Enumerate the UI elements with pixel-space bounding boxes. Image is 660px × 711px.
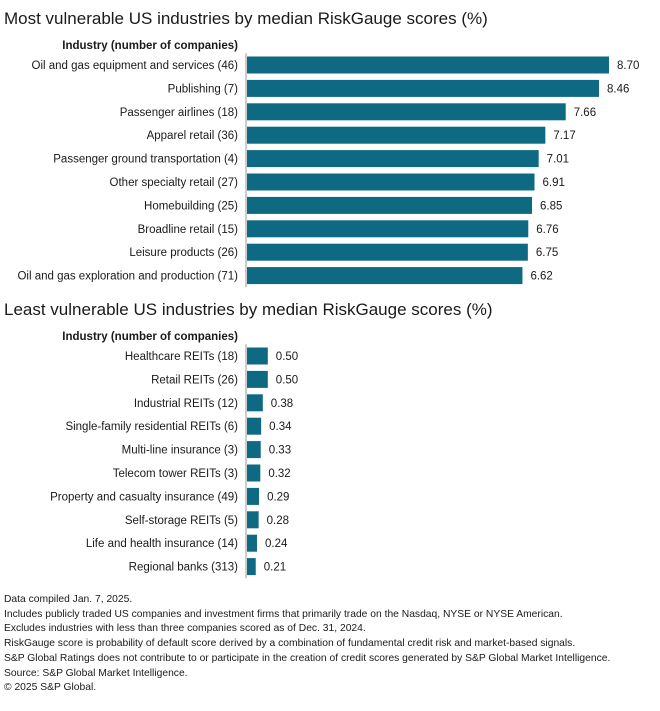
category-header: Industry (number of companies): [62, 40, 238, 52]
category-label: Publishing (7): [168, 83, 238, 95]
value-label: 0.38: [271, 398, 293, 410]
category-label: Oil and gas equipment and services (46): [32, 60, 239, 72]
footnote-line: Data compiled Jan. 7, 2025.: [4, 594, 133, 605]
value-label: 0.29: [267, 491, 289, 503]
bar: [247, 173, 535, 191]
category-label: Life and health insurance (14): [86, 538, 238, 550]
category-label: Multi-line insurance (3): [122, 445, 238, 457]
top-chart-title: Most vulnerable US industries by median …: [4, 9, 488, 28]
category-label: Healthcare REITs (18): [125, 351, 238, 363]
value-label: 0.24: [265, 538, 288, 550]
category-label: Other specialty retail (27): [110, 177, 239, 189]
value-label: 6.85: [540, 200, 562, 212]
value-label: 6.91: [543, 177, 565, 189]
footnote-line: © 2025 S&P Global.: [4, 682, 97, 694]
value-label: 7.17: [553, 130, 575, 142]
bar: [247, 196, 533, 214]
bar: [247, 347, 268, 365]
value-label: 0.28: [267, 515, 289, 527]
category-label: Apparel retail (36): [147, 130, 239, 142]
category-label: Leisure products (26): [129, 247, 238, 259]
bar: [247, 126, 546, 144]
bar: [247, 243, 528, 261]
value-label: 0.34: [269, 421, 292, 433]
value-label: 0.50: [276, 374, 298, 386]
bar: [247, 370, 268, 388]
category-label: Telecom tower REITs (3): [113, 468, 238, 480]
bar: [247, 220, 529, 238]
bar: [247, 79, 600, 97]
bar: [247, 441, 261, 459]
value-label: 6.75: [536, 247, 558, 259]
category-label: Regional banks (313): [129, 562, 238, 574]
bar: [247, 511, 259, 529]
bar: [247, 56, 609, 74]
category-label: Single-family residential REITs (6): [65, 421, 238, 433]
bar: [247, 464, 261, 482]
value-label: 0.50: [276, 351, 298, 363]
category-label: Industrial REITs (12): [134, 398, 238, 410]
value-label: 6.76: [536, 224, 558, 236]
value-label: 8.70: [617, 60, 639, 72]
bar: [247, 417, 262, 435]
value-label: 0.21: [264, 562, 286, 574]
category-header: Industry (number of companies): [62, 331, 238, 343]
value-label: 7.01: [547, 154, 569, 166]
category-label: Passenger airlines (18): [120, 107, 238, 119]
footnote-line: Source: S&P Global Market Intelligence.: [4, 667, 188, 679]
category-label: Self-storage REITs (5): [125, 515, 238, 527]
category-label: Property and casualty insurance (49): [50, 491, 238, 503]
category-label: Retail REITs (26): [151, 374, 238, 386]
footnote-line: RiskGauge score is probability of defaul…: [4, 638, 576, 650]
bar: [247, 534, 257, 552]
category-label: Oil and gas exploration and production (…: [17, 271, 238, 283]
footnote-line: S&P Global Ratings does not contribute t…: [4, 652, 611, 664]
least-vulnerable-chart: Industry (number of companies) Healthcare…: [50, 331, 298, 579]
footnote-line: Includes publicly traded US companies an…: [4, 608, 563, 620]
value-label: 7.66: [574, 107, 596, 119]
bar: [247, 394, 263, 412]
most-vulnerable-chart: Industry (number of companies) Oil and ga…: [17, 40, 639, 288]
bar: [247, 267, 523, 285]
category-label: Passenger ground transportation (4): [53, 154, 238, 166]
value-label: 6.62: [530, 271, 552, 283]
value-label: 0.33: [269, 445, 291, 457]
bar: [247, 558, 256, 576]
category-label: Broadline retail (15): [138, 224, 239, 236]
bottom-chart-title: Least vulnerable US industries by median…: [4, 300, 493, 319]
footnote-line: Excludes industries with less than three…: [4, 623, 366, 635]
value-label: 8.46: [607, 83, 629, 95]
bar: [247, 103, 566, 121]
footnotes: Data compiled Jan. 7, 2025. Includes pub…: [4, 593, 610, 696]
bar: [247, 487, 260, 505]
value-label: 0.32: [268, 468, 290, 480]
bar: [247, 150, 539, 168]
category-label: Homebuilding (25): [144, 200, 238, 212]
